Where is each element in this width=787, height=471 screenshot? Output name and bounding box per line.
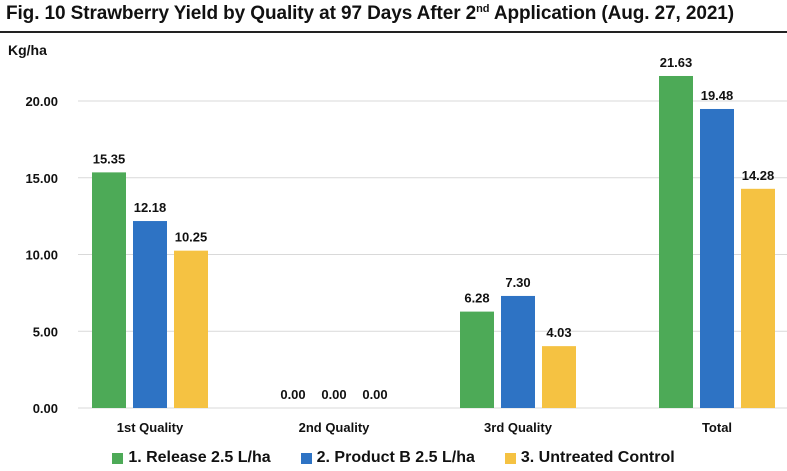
data-label: 14.28 <box>742 168 775 183</box>
legend-item-3: 3. Untreated Control <box>504 446 675 470</box>
bar-3-3 <box>542 346 576 408</box>
y-tick-label: 20.00 <box>25 94 58 109</box>
bar-3-1 <box>174 250 208 408</box>
bar-2-1 <box>133 221 167 408</box>
data-label: 21.63 <box>660 55 693 70</box>
bar-2-3 <box>501 295 535 408</box>
data-label: 19.48 <box>701 88 734 103</box>
y-axis-ticks: 0.00 5.00 10.00 15.00 20.00 <box>25 94 58 416</box>
chart-title-main: Fig. 10 Strawberry Yield by Quality at 9… <box>6 3 477 24</box>
y-axis-label: Kg/ha <box>8 42 47 58</box>
bar-3-4 <box>741 188 775 408</box>
chart-title-tail: Application (Aug. 27, 2021) <box>489 3 734 24</box>
y-tick-label: 15.00 <box>25 171 58 186</box>
category-label: 2nd Quality <box>299 420 371 435</box>
legend-swatch <box>112 452 124 464</box>
category-label: 1st Quality <box>117 420 184 435</box>
category-label: 3rd Quality <box>484 420 553 435</box>
legend: 1. Release 2.5 L/ha 2. Product B 2.5 L/ha… <box>0 446 787 470</box>
y-tick-label: 10.00 <box>25 248 58 263</box>
data-label: 6.28 <box>464 291 489 306</box>
data-label: 15.35 <box>93 151 126 166</box>
title-divider <box>0 31 787 33</box>
bars <box>92 75 775 409</box>
legend-swatch <box>300 452 312 464</box>
bar-chart: Kg/ha 0.00 5.00 10.00 15.00 20.00 15.35 12.18… <box>8 42 787 435</box>
y-tick-label: 5.00 <box>33 324 58 339</box>
chart-title-superscript: nd <box>476 3 490 15</box>
legend-swatch <box>504 452 516 464</box>
bar-1-3 <box>460 311 494 408</box>
bar-2-4 <box>700 108 734 409</box>
category-label: Total <box>702 420 732 435</box>
chart-title: Fig. 10 Strawberry Yield by Quality at 9… <box>6 3 734 25</box>
legend-item-1: 1. Release 2.5 L/ha <box>112 446 271 470</box>
legend-label: 3. Untreated Control <box>520 449 675 466</box>
data-label: 0.00 <box>321 387 346 402</box>
bar-1-4 <box>659 75 693 409</box>
data-label: 0.00 <box>280 387 305 402</box>
data-label: 4.03 <box>546 325 571 340</box>
legend-label: 1. Release 2.5 L/ha <box>128 449 271 466</box>
bar-1-1 <box>92 172 126 408</box>
data-label: 0.00 <box>362 387 387 402</box>
x-axis-categories: 1st Quality 2nd Quality 3rd Quality Total <box>117 420 732 435</box>
data-labels: 15.35 12.18 10.25 0.00 0.00 0.00 6.28 7.30 4.03 2… <box>93 55 775 402</box>
data-label: 12.18 <box>134 200 167 215</box>
y-tick-label: 0.00 <box>33 401 58 416</box>
data-label: 10.25 <box>175 230 208 245</box>
data-label: 7.30 <box>505 275 530 290</box>
legend-label: 2. Product B 2.5 L/ha <box>316 449 475 466</box>
legend-item-2: 2. Product B 2.5 L/ha <box>300 446 475 470</box>
